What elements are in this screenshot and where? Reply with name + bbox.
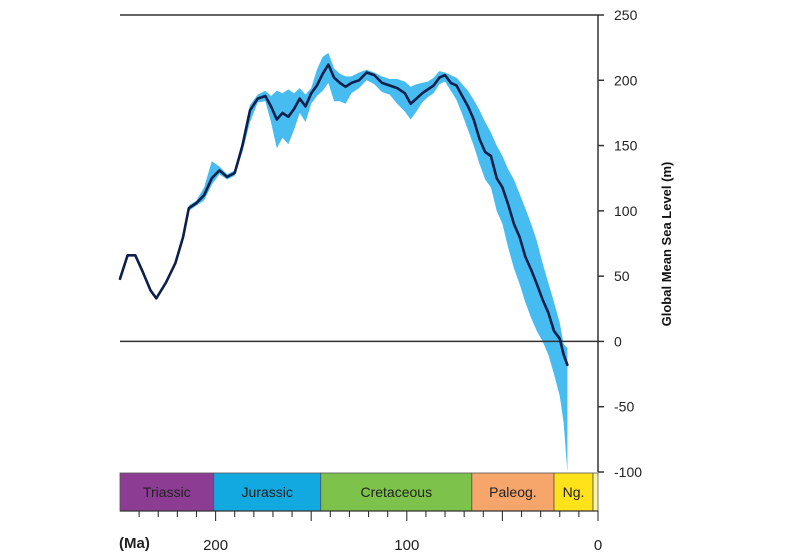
axes-layer	[120, 14, 604, 473]
x-axis-unit-label: (Ma)	[119, 535, 150, 552]
x-tick-label: 0	[594, 537, 602, 554]
period-jurassic	[213, 472, 322, 512]
period-label-ng: Ng.	[563, 484, 585, 500]
period-cretaceous	[320, 472, 473, 512]
y-tick-label: -50	[614, 399, 634, 415]
y-tick-label: -100	[614, 464, 642, 480]
y-tick-label: 100	[614, 203, 638, 219]
uncertainty-band-layer	[120, 52, 568, 473]
y-tick-label: 150	[614, 138, 638, 154]
period-paleog	[471, 472, 555, 512]
x-tick-labels: 200 100 0	[138, 511, 602, 554]
y-tick-label: 200	[614, 72, 638, 88]
series-line-layer	[118, 63, 569, 367]
x-tick-label: 100	[394, 537, 419, 554]
period-label-triassic: Triassic	[143, 484, 191, 500]
y-tick-labels: 250 200 150 100 50 0 -50 -100	[614, 7, 642, 480]
y-tick-label: 250	[614, 7, 638, 23]
uncertainty-band	[120, 52, 568, 473]
period-label-cretaceous: Cretaceous	[360, 484, 432, 500]
y-tick-label: 50	[614, 268, 630, 284]
period-quaternary	[592, 472, 599, 512]
period-triassic	[119, 472, 215, 512]
geologic-period-bar: Triassic Jurassic Cretaceous Paleog. Ng.	[119, 472, 599, 512]
period-label-jurassic: Jurassic	[242, 484, 293, 500]
sea-level-line	[118, 63, 569, 367]
y-axis-title: Global Mean Sea Level (m)	[659, 162, 674, 327]
x-tick-label: 200	[203, 537, 228, 554]
y-tick-label: 0	[614, 333, 622, 349]
period-label-paleog: Paleog.	[489, 484, 536, 500]
